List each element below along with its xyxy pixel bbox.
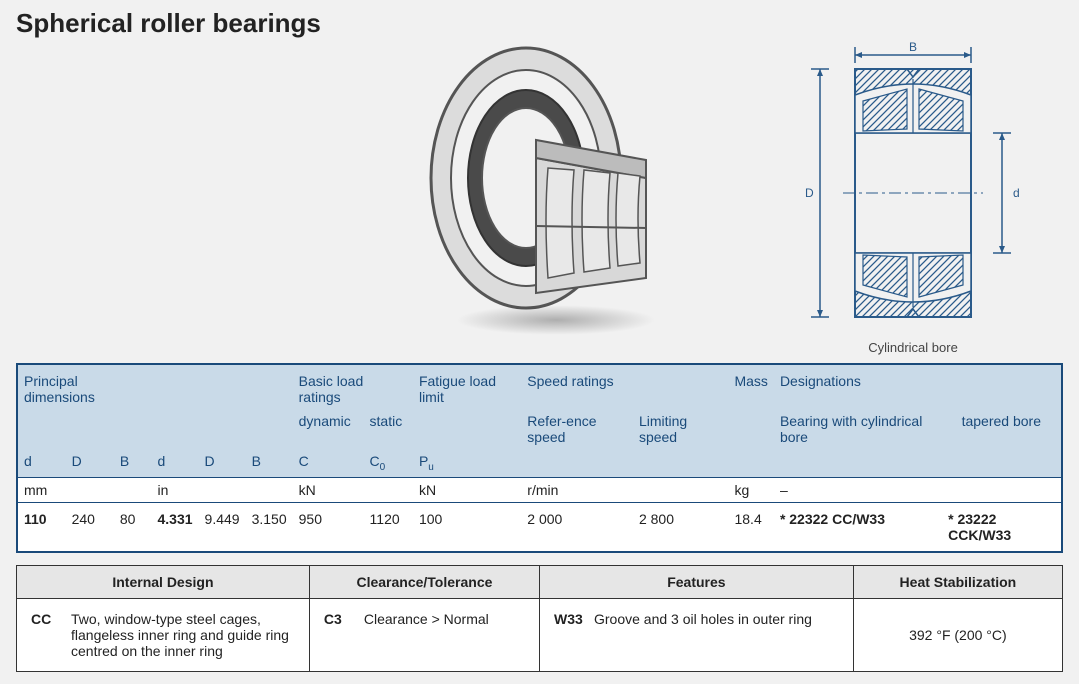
val-ref-speed: 2 000 — [521, 502, 633, 552]
hdr-B-mm: B — [114, 449, 152, 477]
val-C0: 1120 — [364, 502, 413, 552]
val-C: 950 — [293, 502, 364, 552]
dim-B-label: B — [909, 40, 917, 54]
unit-kg: kg — [728, 477, 773, 502]
clearance-text: Clearance > Normal — [364, 611, 525, 627]
hero-region: B D d — [16, 43, 1063, 363]
val-Pu: 100 — [413, 502, 521, 552]
feat-hdr-internal: Internal Design — [17, 565, 310, 598]
hdr-des-cyl: Bearing with cylindrical bore — [774, 409, 942, 449]
feature-table: Internal Design Clearance/Tolerance Feat… — [16, 565, 1063, 672]
val-D-in: 9.449 — [199, 502, 246, 552]
unit-dash: – — [774, 477, 1062, 502]
hdr-static: static — [364, 409, 413, 449]
feat-hdr-heat: Heat Stabilization — [853, 565, 1062, 598]
internal-text: Two, window-type steel cages, flangeless… — [71, 611, 295, 659]
hdr-d-mm: d — [17, 449, 66, 477]
val-D-mm: 240 — [66, 502, 114, 552]
hdr-B-in: B — [246, 449, 293, 477]
hdr-Pu: Pu — [413, 449, 521, 477]
features-code: W33 — [554, 611, 592, 627]
unit-kN2: kN — [413, 477, 521, 502]
val-mass: 18.4 — [728, 502, 773, 552]
val-des-tap: * 23222 CCK/W33 — [942, 502, 1062, 552]
clearance-code: C3 — [324, 611, 362, 627]
feat-cell-heat: 392 °F (200 °C) — [853, 598, 1062, 671]
hdr-dynamic: dynamic — [293, 409, 364, 449]
unit-kN1: kN — [293, 477, 413, 502]
hdr-basic-load: Basic load ratings — [293, 364, 413, 409]
hdr-D-mm: D — [66, 449, 114, 477]
hdr-des-tap: tapered bore — [942, 409, 1062, 449]
unit-mm: mm — [17, 477, 152, 502]
shadow — [456, 305, 656, 335]
val-des-cyl: * 22322 CC/W33 — [774, 502, 942, 552]
val-B-mm: 80 — [114, 502, 152, 552]
feat-hdr-features: Features — [539, 565, 853, 598]
feat-cell-features: W33 Groove and 3 oil holes in outer ring — [539, 598, 853, 671]
hdr-speed: Speed ratings — [521, 364, 728, 409]
dim-d-label: d — [1013, 186, 1020, 200]
val-d-in: 4.331 — [152, 502, 199, 552]
val-B-in: 3.150 — [246, 502, 293, 552]
hdr-designations: Designations — [774, 364, 1062, 409]
dim-D-label: D — [805, 186, 814, 200]
hdr-mass: Mass — [728, 364, 773, 409]
val-lim-speed: 2 800 — [633, 502, 729, 552]
bearing-3d-illustration — [416, 33, 676, 323]
hdr-ref: Refer-ence speed — [521, 409, 633, 449]
cross-section-diagram: B D d — [783, 39, 1043, 349]
feat-cell-clearance: C3 Clearance > Normal — [309, 598, 539, 671]
hdr-lim: Limiting speed — [633, 409, 729, 449]
hdr-D-in: D — [199, 449, 246, 477]
features-text: Groove and 3 oil holes in outer ring — [594, 611, 839, 627]
diagram-caption: Cylindrical bore — [783, 340, 1043, 355]
unit-in: in — [152, 477, 293, 502]
hdr-C0: C0 — [364, 449, 413, 477]
hdr-C: C — [293, 449, 364, 477]
internal-code: CC — [31, 611, 69, 659]
hdr-fatigue: Fatigue load limit — [413, 364, 521, 409]
hdr-d-in: d — [152, 449, 199, 477]
hdr-principal: Principal dimensions — [17, 364, 152, 409]
feat-cell-internal: CC Two, window-type steel cages, flangel… — [17, 598, 310, 671]
feat-hdr-clearance: Clearance/Tolerance — [309, 565, 539, 598]
spec-table: Principal dimensions Basic load ratings … — [16, 363, 1063, 553]
val-d-mm: 110 — [17, 502, 66, 552]
unit-rmin: r/min — [521, 477, 728, 502]
